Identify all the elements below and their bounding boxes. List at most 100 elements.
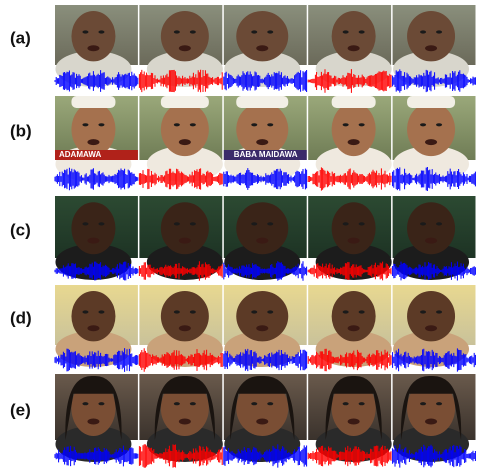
cap: [332, 96, 376, 108]
face: [236, 291, 288, 341]
face: [71, 11, 115, 61]
mouth: [348, 139, 360, 145]
face: [407, 102, 455, 156]
face-image: [224, 374, 307, 462]
eye: [82, 30, 88, 33]
mouth: [425, 325, 437, 331]
eye: [251, 310, 257, 313]
row-label: (d): [10, 308, 32, 327]
face: [407, 291, 455, 341]
mouth: [256, 45, 268, 51]
eye: [359, 222, 365, 225]
eye: [267, 30, 273, 33]
face: [161, 202, 209, 254]
face: [161, 11, 209, 61]
row-label: (b): [10, 121, 32, 140]
cap: [161, 96, 209, 108]
eye: [343, 222, 349, 225]
face-image: [224, 96, 307, 182]
mouth: [87, 325, 99, 331]
row-label: (e): [10, 400, 31, 419]
mouth: [256, 325, 268, 331]
face-image: [139, 5, 222, 87]
eye: [98, 30, 104, 33]
mouth: [179, 139, 191, 145]
eye: [251, 123, 257, 126]
mouth: [87, 238, 99, 244]
face: [236, 102, 288, 156]
eye: [82, 123, 88, 126]
face-image: [139, 96, 222, 182]
cap: [407, 96, 455, 108]
mouth: [87, 45, 99, 51]
caption: BABA MAIDAWA: [234, 150, 298, 159]
eye: [174, 30, 180, 33]
eye: [359, 402, 365, 405]
eye: [174, 402, 180, 405]
mouth: [348, 419, 360, 425]
face: [407, 11, 455, 61]
eye: [190, 123, 196, 126]
cap: [71, 96, 115, 108]
caption: ADAMAWA: [59, 150, 101, 159]
face: [161, 102, 209, 156]
eye: [267, 402, 273, 405]
face: [236, 202, 288, 254]
eye: [420, 310, 426, 313]
face: [71, 202, 115, 254]
eye: [420, 402, 426, 405]
eye: [98, 222, 104, 225]
face: [332, 202, 376, 254]
eye: [174, 222, 180, 225]
eye: [436, 30, 442, 33]
eye: [98, 123, 104, 126]
eye: [190, 30, 196, 33]
eye: [267, 310, 273, 313]
cap: [236, 96, 288, 108]
mouth: [256, 419, 268, 425]
eye: [436, 310, 442, 313]
eye: [174, 310, 180, 313]
eye: [251, 402, 257, 405]
eye: [343, 310, 349, 313]
face: [236, 11, 288, 61]
mouth: [348, 325, 360, 331]
eye: [82, 402, 88, 405]
mouth: [179, 419, 191, 425]
eye: [436, 123, 442, 126]
face-image: [224, 5, 307, 87]
eye: [359, 123, 365, 126]
eye: [436, 222, 442, 225]
eye: [267, 222, 273, 225]
eye: [436, 402, 442, 405]
eye: [420, 30, 426, 33]
eye: [82, 310, 88, 313]
mouth: [87, 139, 99, 145]
face: [332, 291, 376, 341]
eye: [420, 123, 426, 126]
eye: [98, 310, 104, 313]
eye: [190, 310, 196, 313]
eye: [251, 30, 257, 33]
eye: [190, 222, 196, 225]
mouth: [87, 419, 99, 425]
mouth: [425, 45, 437, 51]
face: [332, 102, 376, 156]
figure: (a)(b)(c)(d)(e)ADAMAWABABA MAIDAWA: [0, 0, 477, 470]
mouth: [425, 238, 437, 244]
face: [71, 291, 115, 341]
eye: [343, 123, 349, 126]
mouth: [425, 419, 437, 425]
mouth: [348, 238, 360, 244]
face: [332, 11, 376, 61]
mouth: [179, 238, 191, 244]
eye: [98, 402, 104, 405]
eye: [82, 222, 88, 225]
face-image: [224, 285, 307, 367]
mouth: [348, 45, 360, 51]
eye: [343, 30, 349, 33]
mouth: [179, 325, 191, 331]
row-label: (c): [10, 220, 31, 239]
eye: [359, 310, 365, 313]
face: [161, 291, 209, 341]
